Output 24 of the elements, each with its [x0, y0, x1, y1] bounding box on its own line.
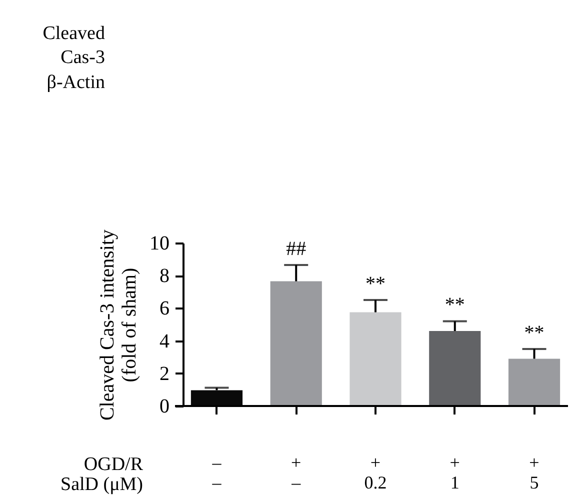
y-tick-label: 8	[160, 265, 170, 288]
x-tick-label: + 0.2	[364, 452, 387, 492]
text: OGD/R	[84, 454, 144, 475]
y-tick-label: 4	[160, 330, 170, 352]
x-tick-label: + –	[290, 452, 302, 492]
x-tick-label: + 5	[529, 452, 540, 492]
x-tick-label: – –	[211, 452, 222, 492]
y-tick-label: 2	[160, 362, 170, 385]
x-tick-label: + 1	[450, 452, 460, 492]
y-tick-label: 6	[160, 298, 170, 320]
bar	[350, 312, 402, 406]
annotation: ##	[286, 238, 306, 260]
annotation: **	[366, 273, 386, 296]
y-tick-label: 10	[150, 232, 170, 254]
y-axis-title: Cleaved Cas-3 intensity (fold of sham)	[96, 229, 140, 421]
text: SalD (μM)	[60, 474, 143, 495]
bar	[270, 281, 322, 406]
bar	[190, 390, 243, 406]
annotation: **	[524, 322, 544, 344]
annotation: **	[444, 294, 465, 316]
bar	[508, 358, 560, 406]
text: β-Actin	[46, 72, 106, 93]
bar	[429, 331, 481, 406]
y-tick-label: 0	[160, 396, 170, 418]
